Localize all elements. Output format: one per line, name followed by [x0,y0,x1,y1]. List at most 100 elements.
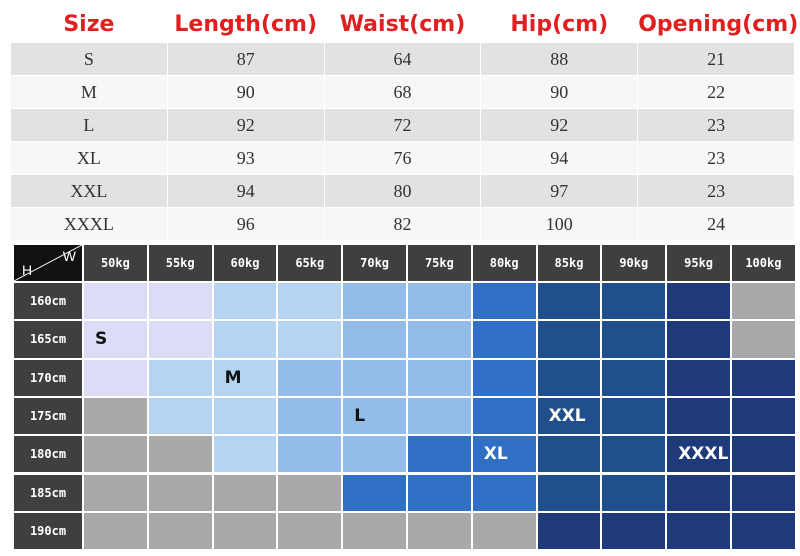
size-cell-xxl [536,282,602,321]
weight-header-75kg: 75kg [407,244,472,282]
size-cell-xl [407,435,472,474]
cell-hip: 92 [480,108,639,142]
height-header-180cm: 180cm [13,435,83,474]
cell-waist: 76 [323,141,482,175]
size-cell-l [407,396,472,436]
size-cell-none [731,320,796,359]
size-cell-xxxl [731,473,796,512]
table-row: XXL 94 80 97 23 [10,174,795,208]
size-measurement-table: Size Length(cm) Waist(cm) Hip(cm) Openin… [10,5,798,241]
cell-waist: 80 [323,174,482,208]
size-cell-m [277,282,343,321]
height-header-185cm: 185cm [13,473,83,512]
weight-header-85kg: 85kg [536,244,602,282]
weight-header-60kg: 60kg [212,244,278,282]
cell-opening: 23 [637,141,795,175]
size-cell-s [83,358,148,397]
corner-weight-label: W [62,248,76,264]
table-row: S 87 64 88 21 [10,42,795,76]
size-cell-xxxl [731,358,796,397]
cell-hip: 100 [480,207,639,241]
weight-header-65kg: 65kg [277,244,343,282]
size-cell-xxxl [731,435,796,474]
size-cell-s [147,282,213,321]
size-cell-none [277,473,343,512]
cell-length: 87 [166,42,325,76]
cell-size: S [10,42,168,76]
size-table-header-row: Size Length(cm) Waist(cm) Hip(cm) Openin… [10,5,798,43]
size-cell-m [212,320,278,359]
size-cell-l [342,435,407,474]
height-header-170cm: 170cm [13,358,83,397]
cell-waist: 68 [323,75,482,109]
cell-opening: 21 [637,42,795,76]
weight-header-80kg: 80kg [471,244,537,282]
size-cell-none [83,511,148,551]
size-cell-none [83,396,148,436]
size-cell-m [212,435,278,474]
cell-waist: 82 [323,207,482,241]
cell-length: 90 [166,75,325,109]
size-cell-xxxl [666,320,731,359]
size-cell-l [342,282,407,321]
size-cell-m [212,396,278,436]
table-row: L 92 72 92 23 [10,108,795,142]
size-cell-xxxl [666,358,731,397]
size-cell-m [277,320,343,359]
size-cell-m [147,396,213,436]
size-cell-l [407,282,472,321]
size-cell-m [212,282,278,321]
cell-length: 96 [166,207,325,241]
cell-waist: 64 [323,42,482,76]
size-cell-l [342,358,407,397]
cell-hip: 97 [480,174,639,208]
size-cell-l [277,435,343,474]
height-header-175cm: 175cm [13,396,83,436]
size-cell-xxl [601,435,667,474]
cell-waist: 72 [323,108,482,142]
size-cell-xxxl [666,473,731,512]
size-cell-none [212,511,278,551]
size-cell-l [407,320,472,359]
header-size: Size [10,5,168,43]
weight-header-100kg: 100kg [731,244,796,282]
weight-header-50kg: 50kg [83,244,148,282]
cell-hip: 88 [480,42,639,76]
size-cell-none [277,511,343,551]
size-cell-none [342,511,407,551]
table-row: XXXL 96 82 100 24 [10,207,795,241]
header-waist: Waist(cm) [323,5,482,43]
size-cell-m [147,358,213,397]
size-cell-s [83,320,148,359]
size-cell-xl [471,396,537,436]
size-cell-xxl [536,435,602,474]
size-cell-none [212,473,278,512]
size-cell-xl [471,358,537,397]
size-cell-m [212,358,278,397]
cell-hip: 94 [480,141,639,175]
size-cell-xxl [601,473,667,512]
cell-opening: 22 [637,75,795,109]
size-cell-xxxl [666,435,731,474]
size-cell-none [147,473,213,512]
size-cell-xxxl [731,511,796,551]
size-cell-none [147,511,213,551]
size-cell-xxxl [666,511,731,551]
cell-size: L [10,108,168,142]
size-cell-xxl [601,320,667,359]
size-cell-l [342,320,407,359]
cell-opening: 23 [637,174,795,208]
table-row: M 90 68 90 22 [10,75,795,109]
cell-length: 94 [166,174,325,208]
corner-height-label: H [22,262,33,278]
size-cell-xxl [601,396,667,436]
cell-size: XL [10,141,168,175]
size-cell-xxxl [731,396,796,436]
size-cell-xxl [536,320,602,359]
size-cell-xxl [536,473,602,512]
cell-size: XXL [10,174,168,208]
cell-hip: 90 [480,75,639,109]
cell-size: XXXL [10,207,168,241]
size-cell-l [277,396,343,436]
